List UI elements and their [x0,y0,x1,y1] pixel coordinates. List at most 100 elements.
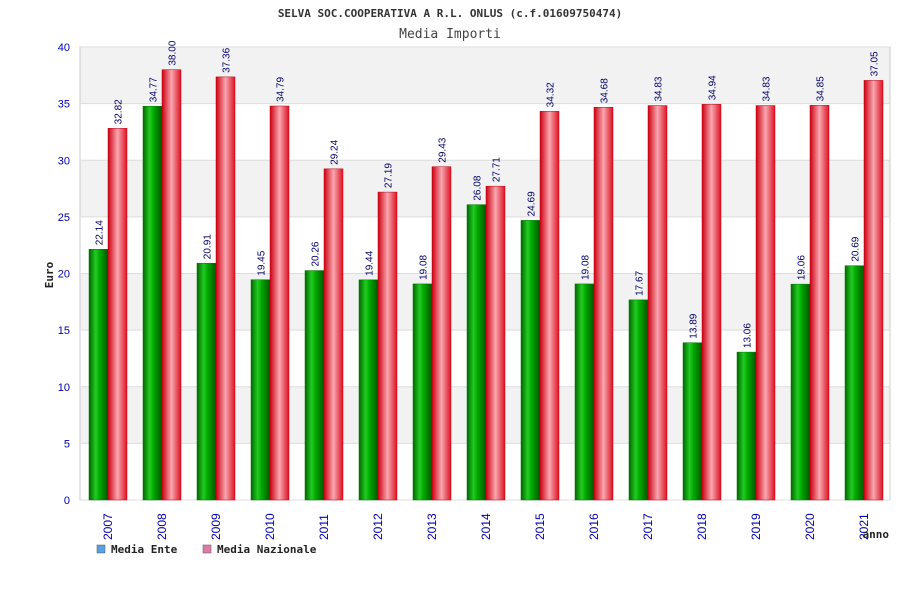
bar-media-ente [736,351,757,501]
bar-media-ente [196,262,217,501]
y-tick-label: 5 [64,438,70,450]
bar-value-label: 29.24 [330,139,341,164]
bar-media-ente [790,283,811,501]
bar-media-nazionale [809,105,830,501]
y-tick-label: 25 [58,212,70,224]
legend-label-media-ente: Media Ente [111,543,178,556]
bar-media-ente [304,270,325,501]
bar-value-label: 20.91 [203,234,214,259]
bar-value-label: 22.14 [95,220,106,245]
x-tick-label: 2009 [209,513,223,540]
x-tick-label: 2020 [803,513,817,540]
data-labels: 22.14 34.77 20.91 19.45 20.26 19.44 19.08 26.08… [95,40,881,348]
bar-media-ente [628,299,649,501]
bar-value-label: 34.94 [708,75,719,100]
bar-media-nazionale [431,166,452,501]
x-axis-ticks: 2007 2008 2009 2010 2011 2012 2013 2014 2015 2016… [101,513,871,540]
bar-media-nazionale [107,128,128,501]
bar-value-label: 19.45 [257,250,268,275]
bar-media-ente [250,279,271,501]
bar-value-label: 29.43 [438,137,449,162]
bar-media-nazionale [701,104,722,501]
bar-media-nazionale [485,185,506,501]
bar-media-nazionale [215,76,236,501]
bar-media-ente [844,265,865,501]
bar-value-label: 34.79 [276,77,287,102]
y-tick-label: 0 [64,495,70,507]
chart-subtitle: Media Importi [399,27,501,42]
bars [88,69,884,501]
x-tick-label: 2013 [425,513,439,540]
bar-value-label: 13.89 [689,313,700,338]
x-tick-label: 2007 [101,513,115,540]
bar-media-ente [520,220,541,501]
bar-media-nazionale [323,168,344,501]
bar-media-nazionale [647,105,668,501]
bar-media-ente [142,105,163,501]
bar-value-label: 26.08 [473,175,484,200]
y-tick-label: 10 [58,382,70,394]
plot-band [80,47,890,104]
bar-value-label: 19.08 [581,254,592,279]
bar-value-label: 34.32 [546,82,557,107]
bar-media-nazionale [863,80,884,501]
bar-value-label: 32.82 [114,99,125,124]
bar-media-nazionale [161,69,182,501]
legend-label-media-nazionale: Media Nazionale [217,543,317,556]
legend: Media Ente Media Nazionale [96,543,317,556]
bar-value-label: 37.36 [222,47,233,72]
x-tick-label: 2021 [857,513,871,540]
bar-media-ente [412,283,433,501]
bar-value-label: 13.06 [743,323,754,348]
bar-media-nazionale [269,105,290,501]
bar-media-ente [574,283,595,501]
bar-media-ente [88,249,109,501]
y-axis-ticks: 0 5 10 15 20 25 30 35 40 [58,42,70,507]
bar-value-label: 27.19 [384,163,395,188]
bar-value-label: 34.83 [762,76,773,101]
bar-value-label: 34.77 [149,77,160,102]
bar-value-label: 34.83 [654,76,665,101]
bar-media-ente [466,204,487,501]
x-tick-label: 2016 [587,513,601,540]
x-tick-label: 2017 [641,513,655,540]
x-tick-label: 2012 [371,513,385,540]
y-axis-label: Euro [43,261,56,288]
bar-value-label: 19.08 [419,254,430,279]
bar-value-label: 37.05 [870,51,881,76]
x-tick-label: 2018 [695,513,709,540]
x-axis-label: anno [863,528,890,541]
x-tick-label: 2011 [317,514,331,540]
bar-media-nazionale [755,105,776,501]
bar-media-nazionale [593,106,614,501]
bar-value-label: 20.26 [311,241,322,266]
bar-value-label: 20.69 [851,236,862,261]
bar-media-ente [358,279,379,501]
bar-value-label: 17.67 [635,270,646,295]
y-tick-label: 35 [58,99,70,111]
bar-media-ente [682,342,703,501]
bar-media-nazionale [377,191,398,501]
legend-swatch-media-ente [96,544,106,554]
x-tick-label: 2014 [479,513,493,540]
x-tick-label: 2019 [749,513,763,540]
bar-value-label: 38.00 [168,40,179,65]
y-tick-label: 20 [58,269,70,281]
chart-title: SELVA SOC.COOPERATIVA A R.L. ONLUS (c.f.… [278,7,622,20]
y-tick-label: 30 [58,155,70,167]
plot-band [80,103,890,161]
bar-value-label: 19.44 [365,250,376,275]
bar-media-nazionale [539,111,560,501]
y-tick-label: 15 [58,325,70,337]
y-tick-label: 40 [58,42,70,54]
legend-swatch-media-nazionale [202,544,212,554]
x-tick-label: 2015 [533,513,547,540]
x-tick-label: 2008 [155,513,169,540]
bar-value-label: 27.71 [492,157,503,182]
bar-value-label: 24.69 [527,191,538,216]
x-tick-label: 2010 [263,513,277,540]
bar-value-label: 34.85 [816,76,827,101]
bar-value-label: 19.06 [797,255,808,280]
bar-value-label: 34.68 [600,78,611,103]
